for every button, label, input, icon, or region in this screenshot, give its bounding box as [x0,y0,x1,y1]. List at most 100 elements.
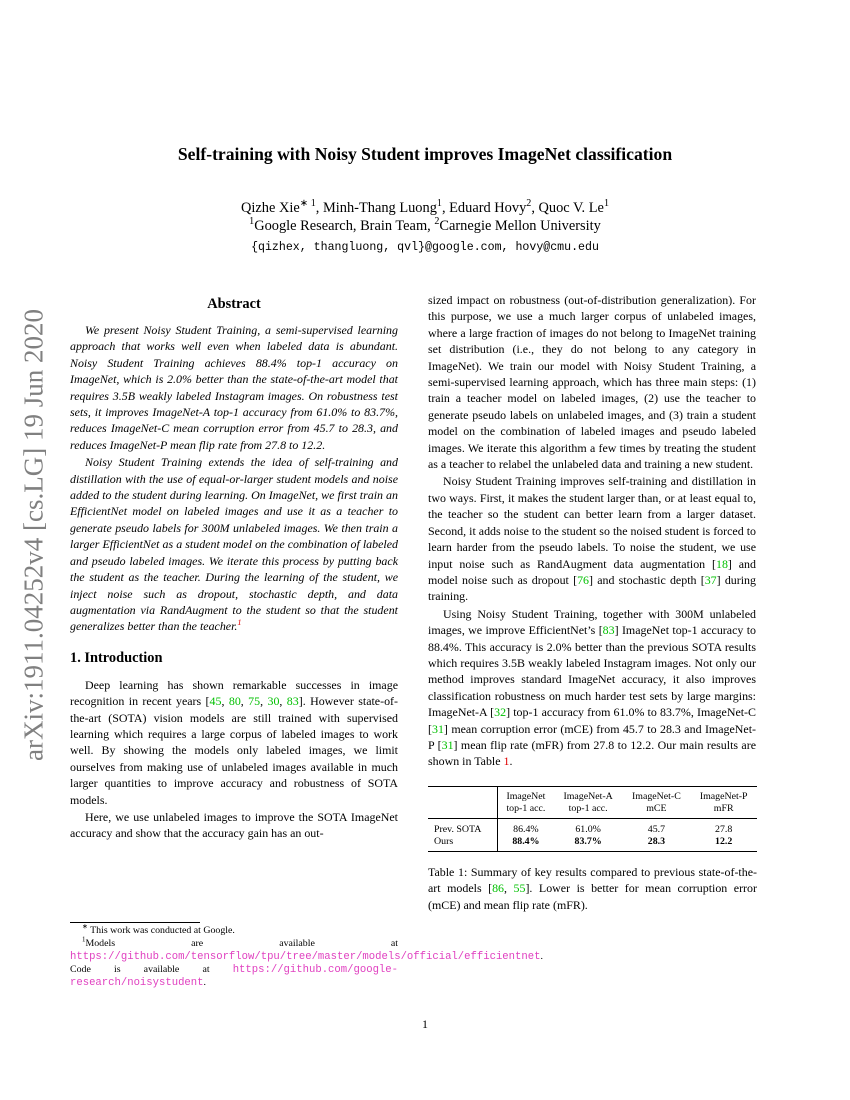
text-run: ] ImageNet top-1 accuracy to 88.4%. This… [428,623,756,720]
superscript: 2 [526,198,532,210]
abstract-body: We present Noisy Student Training, a sem… [70,322,398,635]
superscript: 2 [434,216,440,228]
text-run: , [221,694,229,709]
text-run: Noisy Student Training extends the idea … [70,455,398,634]
table-cell: 61.0% [575,823,601,835]
citation-link[interactable]: 30 [267,694,280,709]
text-run: . Code is available at [70,951,543,976]
table-header-cell: ImageNet top-1 acc. [506,790,546,814]
text-run: ] mean flip rate (mFR) from 27.8 to 12.2… [428,737,757,769]
paragraph: Deep learning has shown remarkable succe… [70,677,398,808]
footnote-marker[interactable]: 1 [237,618,242,628]
paragraph: Here, we use unlabeled images to improve… [70,809,398,842]
text-run: Google Research, Brain Team, [254,218,435,234]
table-caption: Table 1: Summary of key results compared… [428,864,757,913]
url-link[interactable]: https://github.com/google-research/noisy… [70,964,398,990]
row-label: Prev. SOTA [428,818,498,836]
citation-link[interactable]: 55 [513,881,526,896]
table-reference-link[interactable]: 1 [503,754,510,769]
row-label: Ours [428,835,498,852]
text-run: Carnegie Mellon University [439,218,601,234]
text-run: . [509,754,513,769]
text-run: sized impact on robustness (out-of-distr… [428,293,756,472]
right-column-body: sized impact on robustness (out-of-distr… [428,292,756,770]
superscript: ∗ [82,924,88,932]
table-cell: 27.8 [715,823,733,835]
text-run: , [240,694,249,709]
author-block: Qizhe Xie∗ 1, Minh-Thang Luong1, Eduard … [0,199,850,235]
text-run: Noisy Student Training improves self-tra… [428,474,756,571]
affiliations-line: 1Google Research, Brain Team, 2Carnegie … [0,217,850,235]
text-run: Table 1: Summary of key results compared… [428,864,757,896]
arxiv-stamp: arXiv:1911.04252v4 [cs.LG] 19 Jun 2020 [18,309,49,761]
text-run: , Eduard Hovy [441,200,527,216]
superscript: 1 [249,216,255,228]
footnote-block: ∗ This work was conducted at Google. 1Mod… [70,908,543,990]
text-run: ] top-1 accuracy from 61.0% to 83.7%, Im… [428,705,756,736]
citation-link[interactable]: 32 [494,705,507,720]
text-run: ] and model noise such as dropout [ [428,556,756,587]
abstract-heading: Abstract [207,296,261,312]
citation-link[interactable]: 75 [248,694,261,709]
table-cell: 88.4% [512,835,540,847]
citation-link[interactable]: 86 [492,881,505,896]
url-link[interactable]: https://github.com/tensorflow/tpu/tree/m… [70,951,541,964]
table-cell: 83.7% [574,835,602,847]
citation-link[interactable]: 18 [715,556,728,571]
introduction-body: Deep learning has shown remarkable succe… [70,677,398,842]
table-cell: 45.7 [647,823,666,835]
introduction-heading: 1. Introduction [70,649,163,666]
text-run: ] and stochastic depth [ [589,572,705,587]
right-column: sized impact on robustness (out-of-distr… [428,292,757,913]
citation-link[interactable]: 80 [228,694,241,709]
table-header-cell [428,786,498,819]
text-run: , Quoc V. Le [531,200,604,216]
author-emails: {qizhex, thangluong, qvl}@google.com, ho… [251,241,599,254]
text-run: ] mean corruption error (mCE) from 45.7 … [428,721,756,752]
superscript: ∗ 1 [299,198,316,210]
text-run: ] during training. [428,572,756,604]
table-row: Prev. SOTA 86.4% 61.0% 45.7 27.8 [428,818,757,836]
superscript: 1 [82,937,86,945]
text-run: Models are available at [85,938,398,950]
superscript: 1 [603,198,609,210]
citation-link[interactable]: 45 [209,694,222,709]
text-run: ]. However state-of-the-art (SOTA) visio… [70,694,398,807]
paragraph: We present Noisy Student Training, a sem… [70,322,398,453]
text-run: , [279,694,287,709]
table-cell: 28.3 [647,835,666,847]
text-run: . [203,977,206,989]
footnotes: ∗ This work was conducted at Google. 1Mod… [70,924,543,990]
table-row: Ours 88.4% 83.7% 28.3 12.2 [428,835,757,852]
page-number: 1 [422,1017,428,1031]
paragraph: 1Models are available at https://github.… [70,937,543,990]
text-run: Here, we use unlabeled images to improve… [70,809,398,841]
citation-link[interactable]: 76 [577,572,590,587]
citation-link[interactable]: 83 [602,623,615,638]
table-header-cell: ImageNet-C mCE [632,790,681,814]
paragraph: Noisy Student Training extends the idea … [70,454,398,634]
text-run: This work was conducted at Google. [87,925,235,937]
paragraph: Noisy Student Training improves self-tra… [428,473,756,604]
text-run: We present Noisy Student Training, a sem… [70,323,398,452]
results-table: ImageNet top-1 acc. ImageNet-A top-1 acc. … [428,786,757,852]
text-run: Using Noisy Student Training, together w… [428,606,756,638]
citation-link[interactable]: 31 [441,737,454,752]
superscript: 1 [436,198,442,210]
table-header-cell: ImageNet-A top-1 acc. [563,790,613,814]
citation-link[interactable]: 37 [704,572,717,587]
text-run: Deep learning has shown remarkable succe… [70,677,398,709]
paragraph: ∗ This work was conducted at Google. [70,924,398,938]
left-column: Abstract We present Noisy Student Traini… [70,295,543,990]
paper-title: Self-training with Noisy Student improve… [177,144,673,164]
paragraph: Using Noisy Student Training, together w… [428,606,756,770]
text-run: , Minh-Thang Luong [315,200,437,216]
table-cell: 12.2 [715,835,733,847]
text-run: ]. Lower is better for mean corruption e… [428,881,757,912]
table-header-cell: ImageNet-P mFR [699,790,748,814]
citation-link[interactable]: 31 [431,721,444,736]
citation-link[interactable]: 83 [286,694,299,709]
text-run: , [504,881,514,896]
text-run: Qizhe Xie [241,200,300,216]
